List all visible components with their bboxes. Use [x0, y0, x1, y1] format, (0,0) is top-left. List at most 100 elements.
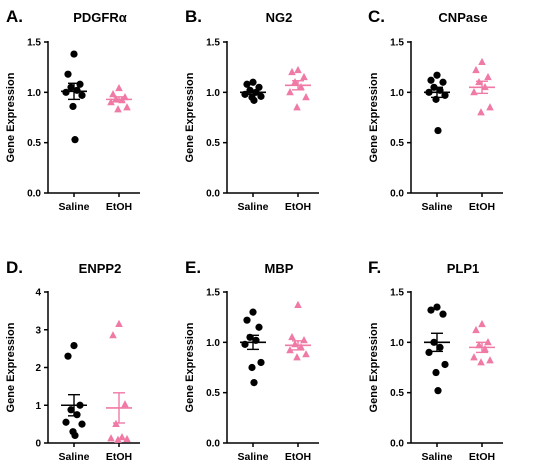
y-tick-label: 1.5	[206, 38, 220, 49]
y-tick-label: 0.5	[390, 388, 404, 399]
y-tick-label: 1.5	[390, 38, 404, 49]
data-point-etoh	[478, 319, 486, 328]
data-point-etoh	[470, 88, 478, 96]
data-point-etoh	[300, 72, 308, 81]
y-axis-label: Gene Expression	[5, 72, 17, 162]
y-tick-label: 0.5	[27, 138, 41, 149]
chart-panel-6: F. PLP1 Gene Expression 0.0 0.5 1.0 1.5 Saline E…	[368, 258, 503, 463]
y-tick-label: 0.5	[206, 388, 220, 399]
y-tick-label: 1.0	[390, 88, 404, 99]
data-point-etoh	[481, 345, 489, 353]
y-tick-label: 1.0	[27, 88, 41, 99]
data-point-saline	[434, 387, 442, 395]
x-tick-label: EtOH	[469, 451, 495, 463]
x-tick-label: Saline	[59, 201, 90, 213]
x-tick-label: EtOH	[469, 201, 495, 213]
x-tick-label: Saline	[59, 451, 90, 463]
panel-letter: D.	[6, 258, 23, 277]
data-point-saline	[433, 71, 441, 79]
data-point-saline	[64, 352, 72, 360]
y-tick-label: 3	[35, 325, 41, 336]
data-point-saline	[257, 358, 265, 367]
chart-panel-5: E. MBP Gene Expression 0.0 0.5 1.0 1.5 Saline Et…	[184, 258, 319, 463]
x-tick-label: Saline	[238, 201, 269, 213]
data-point-saline	[78, 420, 86, 428]
data-point-etoh	[294, 65, 302, 74]
data-point-etoh	[288, 67, 296, 76]
data-point-saline	[64, 70, 72, 78]
data-point-etoh	[118, 433, 126, 441]
data-point-etoh	[123, 103, 131, 111]
x-tick-label: Saline	[422, 201, 453, 213]
chart-panel-2: B. NG2 Gene Expression 0.0 0.5 1.0 1.5 Saline Et…	[184, 7, 319, 213]
panel-letter: B.	[185, 7, 202, 26]
chart-panel-3: C. CNPase Gene Expression 0.0 0.5 1.0 1.5 Salin…	[368, 7, 503, 213]
data-point-saline	[257, 92, 265, 100]
data-point-etoh	[114, 435, 122, 443]
chart-panel-1: A. PDGFRα Gene Expression 0.0 0.5 1.0 1.5 Salin…	[5, 7, 140, 213]
chart-title: ENPP2	[79, 261, 122, 276]
y-tick-label: 4	[35, 288, 41, 299]
y-tick-label: 1.5	[206, 288, 220, 299]
y-tick-label: 1.0	[206, 338, 220, 349]
data-point-etoh	[115, 83, 123, 92]
data-point-etoh	[114, 105, 122, 113]
y-tick-label: 2	[35, 363, 41, 374]
y-axis-label: Gene Expression	[184, 322, 196, 412]
y-tick-label: 0.5	[206, 138, 220, 149]
y-tick-label: 0.5	[390, 138, 404, 149]
x-tick-label: Saline	[238, 451, 269, 463]
data-point-saline	[62, 88, 70, 96]
chart-title: NG2	[266, 10, 293, 25]
data-point-etoh	[484, 338, 492, 346]
y-axis-label: Gene Expression	[184, 72, 196, 162]
chart-panel-4: D. ENPP2 Gene Expression 0 1 2 3 4 Saline EtOH	[5, 258, 140, 463]
y-tick-label: 0.0	[206, 189, 220, 200]
chart-title: MBP	[265, 261, 294, 276]
data-point-etoh	[478, 57, 486, 66]
y-tick-label: 0.0	[390, 439, 404, 450]
data-point-saline	[71, 136, 79, 144]
data-point-saline	[250, 96, 258, 104]
data-point-etoh	[293, 353, 301, 361]
data-point-saline	[427, 76, 435, 84]
y-tick-label: 1.0	[390, 338, 404, 349]
data-point-etoh	[297, 82, 305, 91]
data-point-saline	[439, 78, 447, 86]
data-point-etoh	[472, 325, 480, 334]
data-point-saline	[432, 368, 440, 377]
data-point-etoh	[286, 88, 294, 96]
data-point-saline	[436, 343, 444, 351]
y-tick-label: 0.0	[206, 439, 220, 450]
y-axis-label: Gene Expression	[5, 322, 17, 412]
data-point-etoh	[477, 358, 485, 366]
data-point-etoh	[477, 108, 485, 116]
data-point-saline	[249, 78, 257, 86]
x-tick-label: EtOH	[285, 201, 311, 213]
data-point-saline	[69, 102, 77, 111]
y-tick-label: 1.0	[206, 88, 220, 99]
data-point-saline	[76, 80, 84, 88]
y-tick-label: 0.0	[390, 189, 404, 200]
panel-letter: A.	[6, 7, 23, 26]
data-point-saline	[441, 91, 449, 99]
data-point-etoh	[302, 350, 310, 358]
data-point-etoh	[302, 93, 310, 101]
data-point-etoh	[121, 400, 129, 408]
panel-letter: F.	[368, 258, 381, 277]
data-point-etoh	[115, 319, 123, 327]
data-point-saline	[250, 379, 258, 387]
x-tick-label: EtOH	[285, 451, 311, 463]
data-point-etoh	[472, 65, 480, 74]
data-point-saline	[427, 306, 435, 314]
data-point-saline	[249, 308, 257, 316]
data-point-etoh	[286, 346, 294, 354]
panel-letter: E.	[185, 258, 201, 277]
data-point-saline	[243, 80, 251, 88]
chart-title: PLP1	[447, 261, 480, 276]
data-point-etoh	[297, 343, 305, 351]
y-tick-label: 1.5	[390, 288, 404, 299]
x-tick-label: Saline	[422, 451, 453, 463]
data-point-saline	[71, 431, 79, 440]
